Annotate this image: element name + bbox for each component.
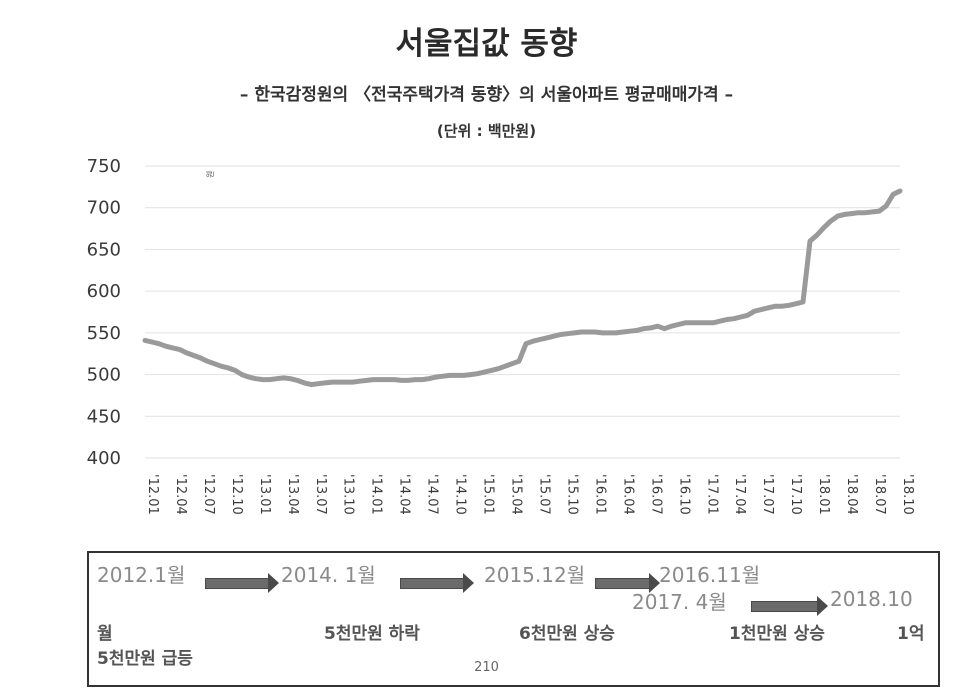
note-rise-50m: 5천만원 급등 (97, 649, 193, 669)
x-tick-label: '13.10 (341, 474, 356, 515)
note-month: 월 (97, 624, 113, 644)
x-tick-label: '15.01 (481, 474, 496, 515)
note-100m: 1억 (897, 624, 925, 644)
x-tick-label: '17.07 (760, 474, 775, 515)
x-tick-label: '13.04 (285, 474, 300, 515)
x-tick-label: '16.04 (620, 474, 635, 515)
date-2012-01: 2012.1월 (97, 563, 186, 587)
x-axis-ticks: '12.01 '12.04 '12.07 '12.10 '13.01 '13.04 '13.… (145, 474, 915, 515)
x-tick-label: '12.01 (145, 474, 160, 515)
x-tick-label: '17.10 (788, 474, 803, 515)
page-title: 서울집값 동향 (395, 26, 578, 62)
y-tick-label: 750 (87, 156, 121, 177)
arrow-right-icon (400, 573, 474, 593)
y-tick-label: 600 (87, 281, 121, 302)
x-tick-label: '18.04 (844, 474, 859, 515)
x-tick-label: '18.01 (816, 474, 831, 515)
gridlines (145, 165, 900, 459)
note-rise-60m: 6천만원 상승 (519, 624, 615, 644)
series-layer (142, 188, 903, 388)
x-tick-label: '12.04 (173, 474, 188, 515)
date-2017-04: 2017. 4월 (632, 590, 727, 614)
chart-subtitle: – 한국감정원의 〈전국주택가격 동향〉의 서울아파트 평균매매가격 – (239, 85, 734, 105)
x-tick-label: '16.01 (592, 474, 607, 515)
note-drop-50m: 5천만원 하락 (324, 624, 420, 644)
date-2018-10: 2018.10 (830, 587, 913, 611)
x-tick-label: '17.01 (704, 474, 719, 515)
x-tick-label: '16.07 (648, 474, 663, 515)
y-tick-label: 700 (87, 198, 121, 219)
y-tick-label: 550 (87, 323, 121, 344)
arrow-right-icon (595, 573, 660, 593)
arrow-right-icon (205, 573, 279, 593)
y-tick-label: 500 (87, 365, 121, 386)
x-tick-label: '13.01 (257, 474, 272, 515)
date-2016-11: 2016.11월 (659, 563, 761, 587)
x-tick-label: '15.04 (509, 474, 524, 515)
y-tick-label: 450 (87, 406, 121, 427)
date-2014-01: 2014. 1월 (281, 563, 376, 587)
y-axis-label: 원 (206, 171, 215, 178)
x-tick-label: '12.07 (201, 474, 216, 515)
x-tick-label: '16.10 (676, 474, 691, 515)
x-tick-label: '15.07 (536, 474, 551, 515)
x-tick-label: '17.04 (732, 474, 747, 515)
y-axis-ticks: 750 700 650 600 550 500 450 400 (87, 156, 121, 469)
arrow-right-icon (751, 596, 828, 616)
note-rise-10m: 1천만원 상승 (729, 624, 825, 644)
y-tick-label: 650 (87, 239, 121, 260)
date-2015-12: 2015.12월 (484, 563, 586, 587)
x-tick-label: '18.07 (872, 474, 887, 515)
y-tick-label: 400 (87, 448, 121, 469)
unit-label: (단위 : 백만원) (436, 122, 537, 140)
x-tick-label: '12.10 (229, 474, 244, 515)
series-line-0 (142, 188, 903, 388)
x-tick-label: '14.07 (425, 474, 440, 515)
x-tick-label: '14.10 (453, 474, 468, 515)
x-tick-label: '14.01 (369, 474, 384, 515)
x-tick-label: '14.04 (397, 474, 412, 515)
x-tick-label: '13.07 (313, 474, 328, 515)
page-number: 210 (474, 660, 499, 675)
x-tick-label: '15.10 (564, 474, 579, 515)
x-tick-label: '18.10 (900, 474, 915, 515)
summary-box: 2012.1월 2014. 1월 2015.12월 2016.11월 2017.… (87, 551, 940, 687)
